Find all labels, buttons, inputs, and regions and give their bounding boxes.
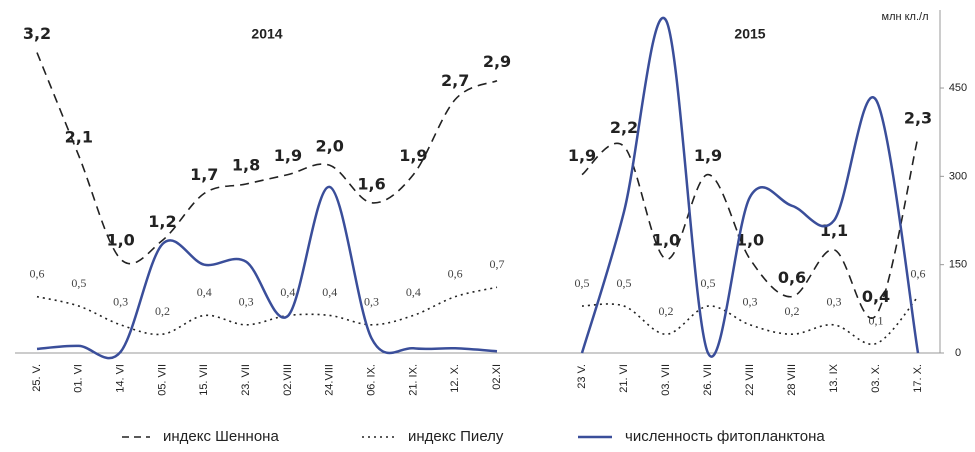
data-label: 2,0 [316, 137, 344, 156]
data-label: 2,1 [65, 127, 93, 146]
data-label: 0,5 [71, 276, 86, 290]
panel-title: 2015 [734, 26, 765, 42]
y2-tick-label: 450 [949, 82, 967, 94]
data-label: 1,9 [694, 146, 722, 165]
x-tick-label: 06. IX. [365, 364, 377, 396]
data-label: 0,3 [743, 295, 758, 309]
data-label: 1,0 [106, 231, 134, 250]
x-tick-label: 05. VII [156, 364, 168, 396]
data-label: 0,4 [862, 287, 890, 306]
data-label: 1,2 [148, 212, 176, 231]
data-label: 1,9 [274, 146, 302, 165]
data-label: 2,3 [904, 109, 932, 128]
data-label: 0,3 [239, 295, 254, 309]
x-tick-label: 03. X. [870, 364, 882, 393]
data-label: 0,1 [869, 313, 884, 327]
data-label: 0,5 [575, 276, 590, 290]
data-label: 1,9 [568, 146, 596, 165]
x-tick-label: 17. X. [912, 364, 924, 393]
legend-label: индекс Шеннона [163, 428, 279, 445]
x-tick-label: 21. IX. [407, 364, 419, 396]
data-label: 1,1 [820, 221, 848, 240]
data-label: 2,2 [610, 118, 638, 137]
x-tick-label: 21. VI [618, 364, 630, 393]
data-label: 1,0 [736, 231, 764, 250]
panel-title: 2014 [251, 26, 282, 42]
y2-tick-label: 0 [955, 347, 961, 359]
data-label: 0,2 [155, 304, 170, 318]
y2-tick-label: 150 [949, 259, 967, 271]
x-tick-label: 25. V. [31, 364, 43, 392]
data-label: 0,4 [406, 285, 421, 299]
data-label: 1,8 [232, 156, 260, 175]
data-label: 0,5 [617, 276, 632, 290]
series-line [36, 52, 498, 265]
data-label: 2,9 [483, 52, 511, 71]
data-label: 1,9 [399, 146, 427, 165]
x-tick-label: 03. VII [660, 364, 672, 396]
data-label: 0,4 [322, 285, 337, 299]
series-line [580, 16, 920, 358]
data-label: 0,3 [364, 295, 379, 309]
x-tick-label: 13. IX [828, 363, 840, 392]
data-label: 0,6 [30, 266, 45, 280]
data-label: 1,0 [652, 231, 680, 250]
series-line [36, 185, 498, 360]
x-tick-label: 23 V. [576, 364, 588, 389]
legend-label: индекс Пиелу [408, 428, 504, 445]
data-label: 1,6 [357, 174, 385, 193]
data-label: 0,2 [659, 304, 674, 318]
x-tick-label: 14. VI [115, 364, 127, 393]
y2-tick-label: 300 [949, 170, 967, 182]
x-tick-label: 26. VII [702, 364, 714, 396]
x-tick-label: 02.VIII [282, 364, 294, 396]
data-label: 0,5 [701, 276, 716, 290]
data-label: 0,3 [827, 295, 842, 309]
x-tick-label: 02.XI [491, 364, 503, 390]
data-label: 0,3 [113, 295, 128, 309]
x-tick-label: 24.VIII [324, 364, 336, 396]
data-label: 2,7 [441, 71, 469, 90]
x-tick-label: 28 VIII [786, 364, 798, 396]
x-tick-label: 12. X. [449, 364, 461, 393]
y2-axis-label: млн кл./л [882, 11, 929, 23]
data-label: 3,2 [23, 24, 51, 43]
data-label: 0,7 [490, 257, 505, 271]
data-label: 1,7 [190, 165, 218, 184]
data-label: 0,6 [778, 268, 806, 287]
data-label: 0,6 [448, 266, 463, 280]
data-label: 0,4 [280, 285, 295, 299]
x-tick-label: 23. VII [240, 364, 252, 396]
data-label: 0,2 [785, 304, 800, 318]
x-tick-label: 22 VIII [744, 364, 756, 396]
legend-label: численность фитопланктона [625, 428, 825, 445]
data-label: 0,6 [911, 266, 926, 280]
series-line [36, 286, 498, 336]
data-label: 0,4 [197, 285, 212, 299]
x-tick-label: 15. VII [198, 364, 210, 396]
x-tick-label: 01. VI [73, 364, 85, 393]
